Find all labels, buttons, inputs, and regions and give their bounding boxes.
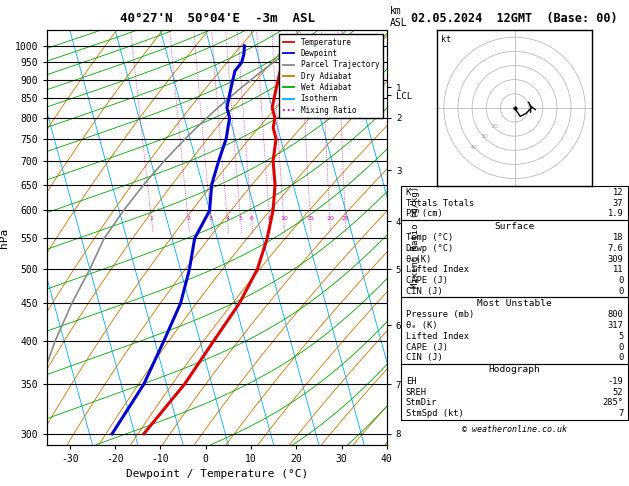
- Text: 40: 40: [470, 145, 478, 150]
- Text: 25: 25: [342, 216, 349, 221]
- Text: StmSpd (kt): StmSpd (kt): [406, 409, 464, 418]
- Text: © weatheronline.co.uk: © weatheronline.co.uk: [462, 425, 567, 434]
- Text: 0: 0: [618, 276, 623, 285]
- Text: SREH: SREH: [406, 388, 426, 397]
- Text: km
ASL: km ASL: [390, 6, 408, 28]
- Text: θₑ(K): θₑ(K): [406, 255, 432, 263]
- Text: 02.05.2024  12GMT  (Base: 00): 02.05.2024 12GMT (Base: 00): [411, 12, 618, 25]
- Text: Temp (°C): Temp (°C): [406, 233, 453, 242]
- Text: 30: 30: [480, 135, 488, 139]
- Text: 309: 309: [608, 255, 623, 263]
- Text: 15: 15: [306, 216, 314, 221]
- Text: 0: 0: [618, 287, 623, 295]
- Text: CAPE (J): CAPE (J): [406, 276, 448, 285]
- X-axis label: Dewpoint / Temperature (°C): Dewpoint / Temperature (°C): [126, 469, 308, 479]
- Text: Dewp (°C): Dewp (°C): [406, 244, 453, 253]
- Text: 285°: 285°: [603, 399, 623, 407]
- Text: θₑ (K): θₑ (K): [406, 321, 437, 330]
- Text: K: K: [406, 188, 411, 197]
- Text: 800: 800: [608, 311, 623, 319]
- Text: 10: 10: [280, 216, 287, 221]
- Text: Most Unstable: Most Unstable: [477, 299, 552, 308]
- Text: 20: 20: [490, 124, 498, 129]
- Text: 0: 0: [618, 343, 623, 351]
- Text: 20: 20: [326, 216, 334, 221]
- Text: PW (cm): PW (cm): [406, 209, 442, 218]
- Text: 1: 1: [150, 216, 153, 221]
- Text: 8: 8: [268, 216, 272, 221]
- Text: Lifted Index: Lifted Index: [406, 265, 469, 274]
- Text: Lifted Index: Lifted Index: [406, 332, 469, 341]
- Text: 5: 5: [239, 216, 243, 221]
- Text: CAPE (J): CAPE (J): [406, 343, 448, 351]
- Text: kt: kt: [442, 35, 452, 44]
- Text: 52: 52: [613, 388, 623, 397]
- Text: StmDir: StmDir: [406, 399, 437, 407]
- Text: Surface: Surface: [494, 222, 535, 231]
- Text: Totals Totals: Totals Totals: [406, 199, 474, 208]
- Text: 37: 37: [613, 199, 623, 208]
- Text: 12: 12: [613, 188, 623, 197]
- Text: 40°27'N  50°04'E  -3m  ASL: 40°27'N 50°04'E -3m ASL: [120, 12, 314, 25]
- Text: 2: 2: [186, 216, 191, 221]
- Text: 0: 0: [618, 353, 623, 362]
- Text: 6: 6: [250, 216, 253, 221]
- Text: 4: 4: [226, 216, 230, 221]
- Text: CIN (J): CIN (J): [406, 353, 442, 362]
- Text: EH: EH: [406, 377, 416, 386]
- Text: Hodograph: Hodograph: [489, 365, 540, 375]
- Text: 7.6: 7.6: [608, 244, 623, 253]
- Text: 1.9: 1.9: [608, 209, 623, 218]
- Text: Mixing Ratio (g/kg): Mixing Ratio (g/kg): [411, 186, 420, 289]
- Text: 5: 5: [618, 332, 623, 341]
- Text: 3: 3: [209, 216, 213, 221]
- Text: -19: -19: [608, 377, 623, 386]
- Text: 11: 11: [613, 265, 623, 274]
- Text: CIN (J): CIN (J): [406, 287, 442, 295]
- Legend: Temperature, Dewpoint, Parcel Trajectory, Dry Adiabat, Wet Adiabat, Isotherm, Mi: Temperature, Dewpoint, Parcel Trajectory…: [279, 34, 383, 118]
- Text: 7: 7: [618, 409, 623, 418]
- Y-axis label: hPa: hPa: [0, 227, 9, 247]
- Text: Pressure (mb): Pressure (mb): [406, 311, 474, 319]
- Text: 18: 18: [613, 233, 623, 242]
- Text: 317: 317: [608, 321, 623, 330]
